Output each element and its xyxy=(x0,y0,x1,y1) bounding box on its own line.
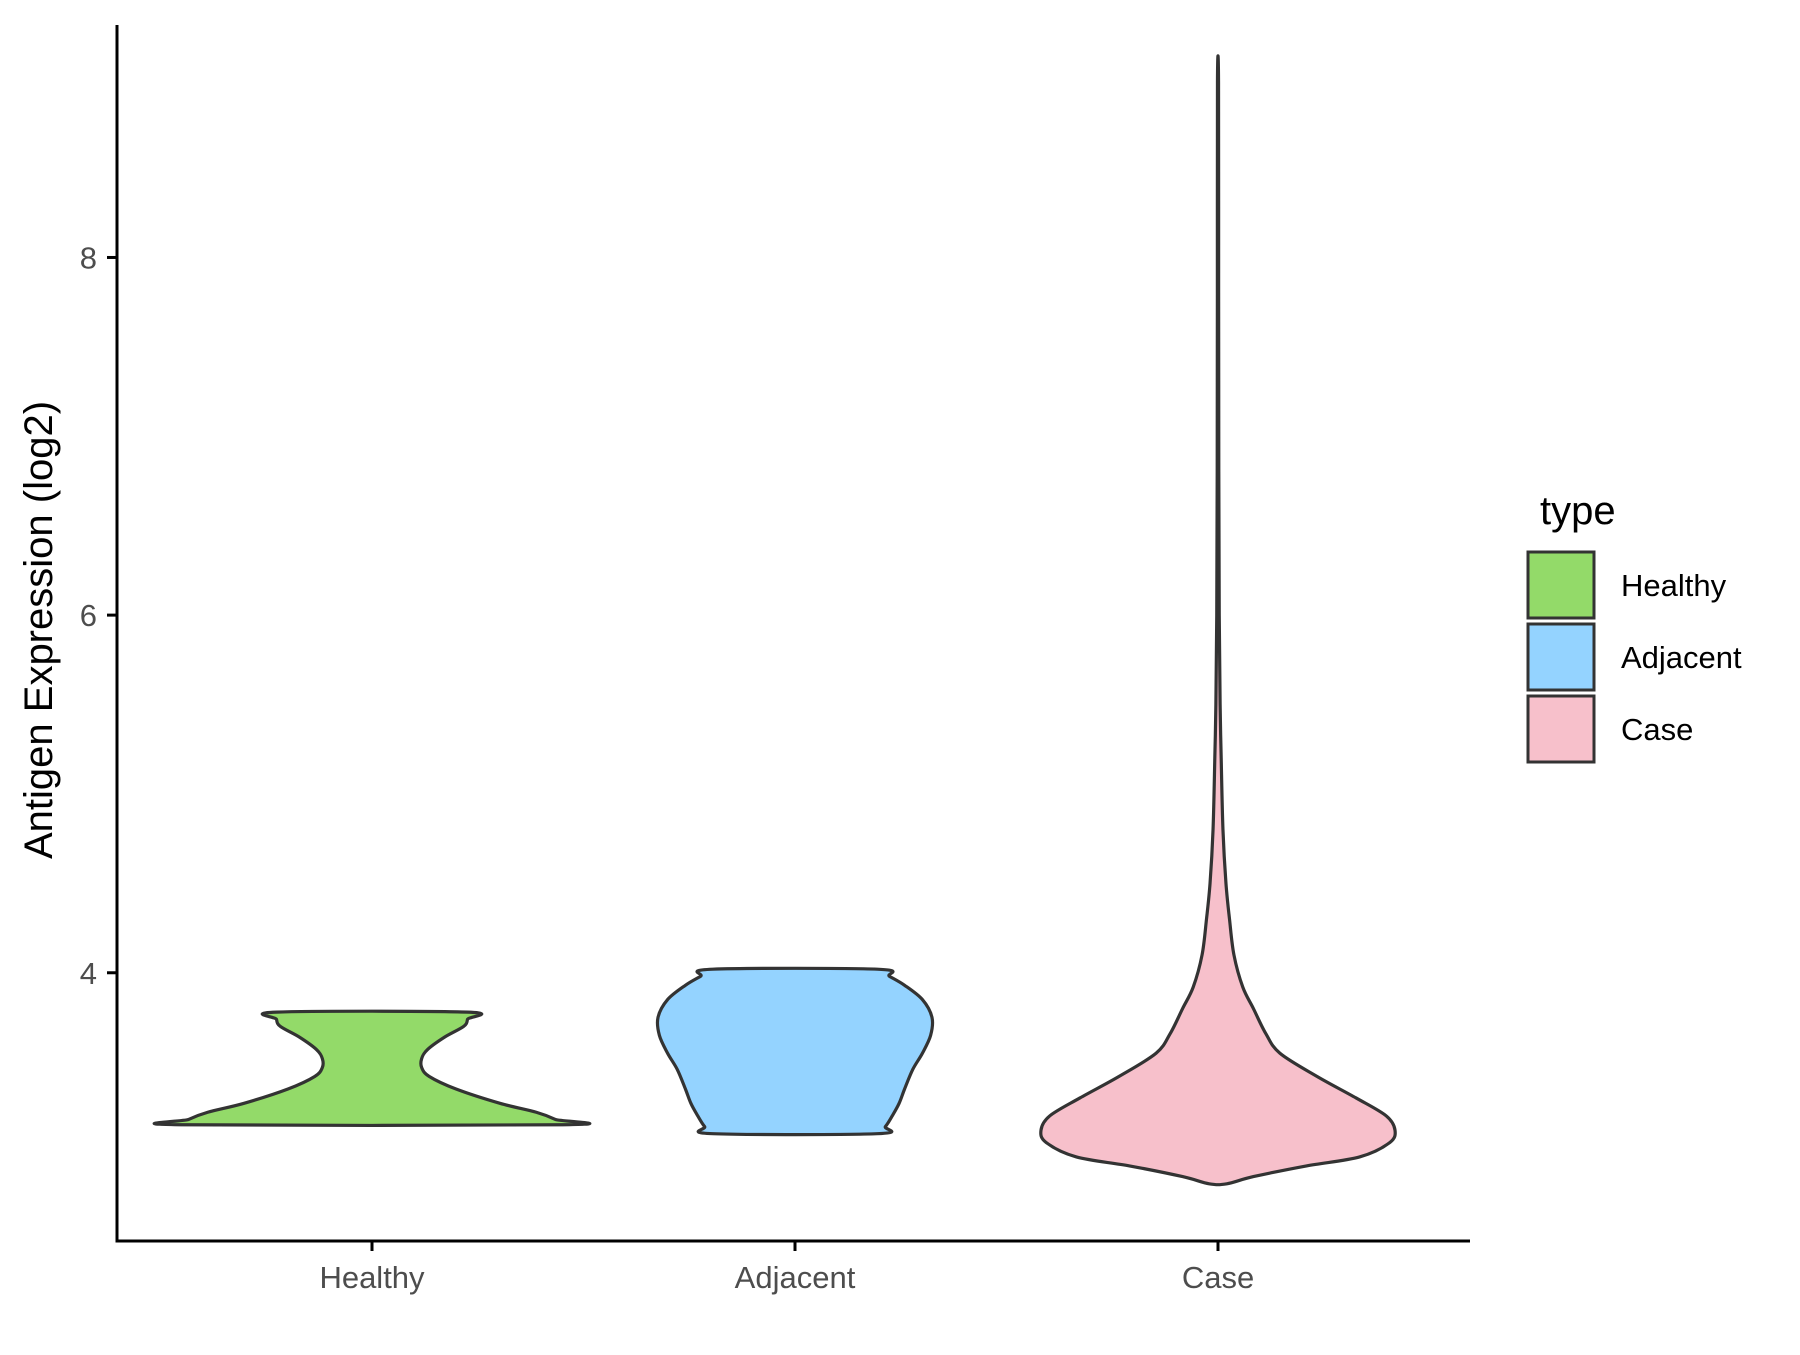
x-tick-label: Healthy xyxy=(319,1260,425,1295)
y-tick-label: 4 xyxy=(80,956,97,991)
violin-case xyxy=(1039,54,1397,1187)
legend-key-healthy xyxy=(1526,550,1596,620)
legend: type Healthy Adjacent Case xyxy=(1526,489,1742,764)
axes-layer: 4 6 8 Healthy Adjacent Case Antigen Expressi… xyxy=(17,25,1470,1295)
y-tick-label: 8 xyxy=(80,240,97,275)
legend-label-case: Case xyxy=(1621,712,1693,747)
violins-layer xyxy=(152,54,1397,1187)
y-axis-ticks: 4 6 8 xyxy=(80,240,117,991)
legend-label-adjacent: Adjacent xyxy=(1621,640,1742,675)
legend-title: type xyxy=(1540,489,1616,533)
legend-items: Healthy Adjacent Case xyxy=(1526,550,1742,764)
legend-key-adjacent xyxy=(1526,622,1596,692)
violin-healthy xyxy=(152,1009,592,1128)
x-axis-ticks: Healthy Adjacent Case xyxy=(319,1241,1254,1295)
legend-key-case xyxy=(1526,694,1596,764)
x-tick-label: Case xyxy=(1182,1260,1254,1295)
x-tick-label: Adjacent xyxy=(735,1260,856,1295)
y-axis-title: Antigen Expression (log2) xyxy=(17,401,61,859)
y-tick-label: 6 xyxy=(80,598,97,633)
legend-label-healthy: Healthy xyxy=(1621,568,1727,603)
violin-adjacent xyxy=(655,966,935,1137)
